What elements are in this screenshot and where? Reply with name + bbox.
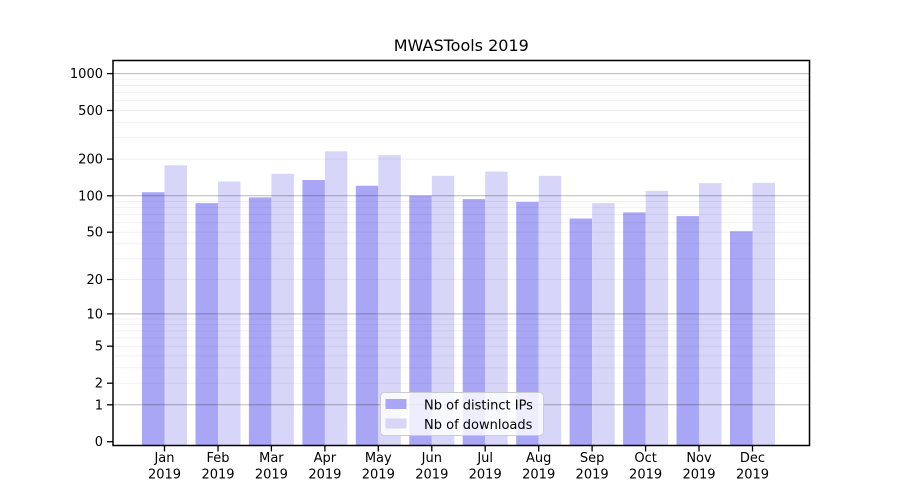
- x-tick-label-year: 2019: [362, 468, 395, 483]
- x-tick-label-year: 2019: [522, 468, 555, 483]
- bar-distinct-ips-jul: [462, 199, 486, 446]
- bar-distinct-ips-jun: [409, 195, 432, 446]
- x-tick-label-month: Jun: [421, 451, 442, 466]
- bar-downloads-jan: [164, 165, 187, 446]
- y-tick-label: 100: [78, 189, 103, 204]
- bar-downloads-sep: [592, 203, 615, 446]
- legend-swatch-downloads: [385, 418, 407, 429]
- y-tick-label: 0: [95, 435, 103, 450]
- y-tick-label: 200: [78, 153, 103, 168]
- bar-downloads-mar: [271, 173, 294, 446]
- y-tick-label: 10: [86, 307, 103, 322]
- y-tick-label: 1: [95, 398, 103, 413]
- bar-downloads-dec: [752, 182, 775, 446]
- x-tick-label-year: 2019: [576, 468, 609, 483]
- legend-label-downloads: Nb of downloads: [424, 418, 533, 433]
- x-tick-label-month: Nov: [686, 451, 712, 466]
- bar-distinct-ips-apr: [302, 180, 325, 446]
- x-tick-label-year: 2019: [148, 468, 181, 483]
- bar-distinct-ips-oct: [623, 212, 646, 446]
- x-tick-label-year: 2019: [629, 468, 662, 483]
- bar-distinct-ips-feb: [195, 203, 218, 446]
- x-tick-label-month: Oct: [634, 451, 656, 466]
- x-tick-label-year: 2019: [736, 468, 769, 483]
- x-tick-label-year: 2019: [469, 468, 502, 483]
- bar-downloads-nov: [699, 183, 722, 446]
- x-tick-label-year: 2019: [308, 468, 341, 483]
- x-tick-label-year: 2019: [201, 468, 234, 483]
- bar-distinct-ips-sep: [569, 218, 593, 446]
- bar-downloads-apr: [324, 151, 348, 446]
- y-tick-label: 2: [95, 377, 103, 392]
- legend-swatch-distinct-ips: [385, 399, 407, 409]
- x-tick-label-month: Mar: [259, 451, 284, 466]
- bar-downloads-aug: [538, 175, 562, 446]
- bar-downloads-jun: [431, 175, 455, 446]
- bar-distinct-ips-jan: [142, 192, 165, 446]
- x-tick-label-month: Sep: [580, 451, 605, 466]
- legend-label-distinct-ips: Nb of distinct IPs: [424, 399, 533, 414]
- x-tick-label-month: Apr: [314, 451, 337, 466]
- bar-distinct-ips-dec: [730, 231, 753, 446]
- bar-distinct-ips-may: [355, 185, 379, 446]
- legend-box: [380, 392, 544, 436]
- x-tick-label-month: Jan: [153, 451, 174, 466]
- x-tick-label-month: May: [365, 451, 392, 466]
- bar-downloads-feb: [218, 181, 241, 446]
- x-tick-label-month: Feb: [206, 451, 229, 466]
- x-tick-label-month: Dec: [740, 451, 765, 466]
- x-tick-label-year: 2019: [682, 468, 715, 483]
- bar-downloads-jul: [485, 171, 508, 446]
- x-tick-label-year: 2019: [255, 468, 288, 483]
- x-tick-label-year: 2019: [415, 468, 448, 483]
- bar-distinct-ips-aug: [516, 201, 539, 446]
- bar-distinct-ips-nov: [676, 216, 699, 446]
- y-tick-label: 500: [78, 104, 103, 119]
- plot-border: [112, 59, 811, 447]
- y-tick-label: 50: [86, 226, 103, 241]
- bar-downloads-may: [378, 155, 401, 446]
- y-tick-label: 5: [95, 340, 103, 355]
- chart-title: MWASTools 2019: [394, 36, 529, 55]
- x-tick-label-month: Jul: [476, 451, 493, 466]
- bar-downloads-oct: [645, 190, 669, 446]
- bar-distinct-ips-mar: [248, 197, 272, 446]
- x-tick-label-month: Aug: [526, 451, 551, 466]
- y-tick-label: 20: [86, 273, 103, 288]
- y-tick-label: 1000: [70, 67, 103, 82]
